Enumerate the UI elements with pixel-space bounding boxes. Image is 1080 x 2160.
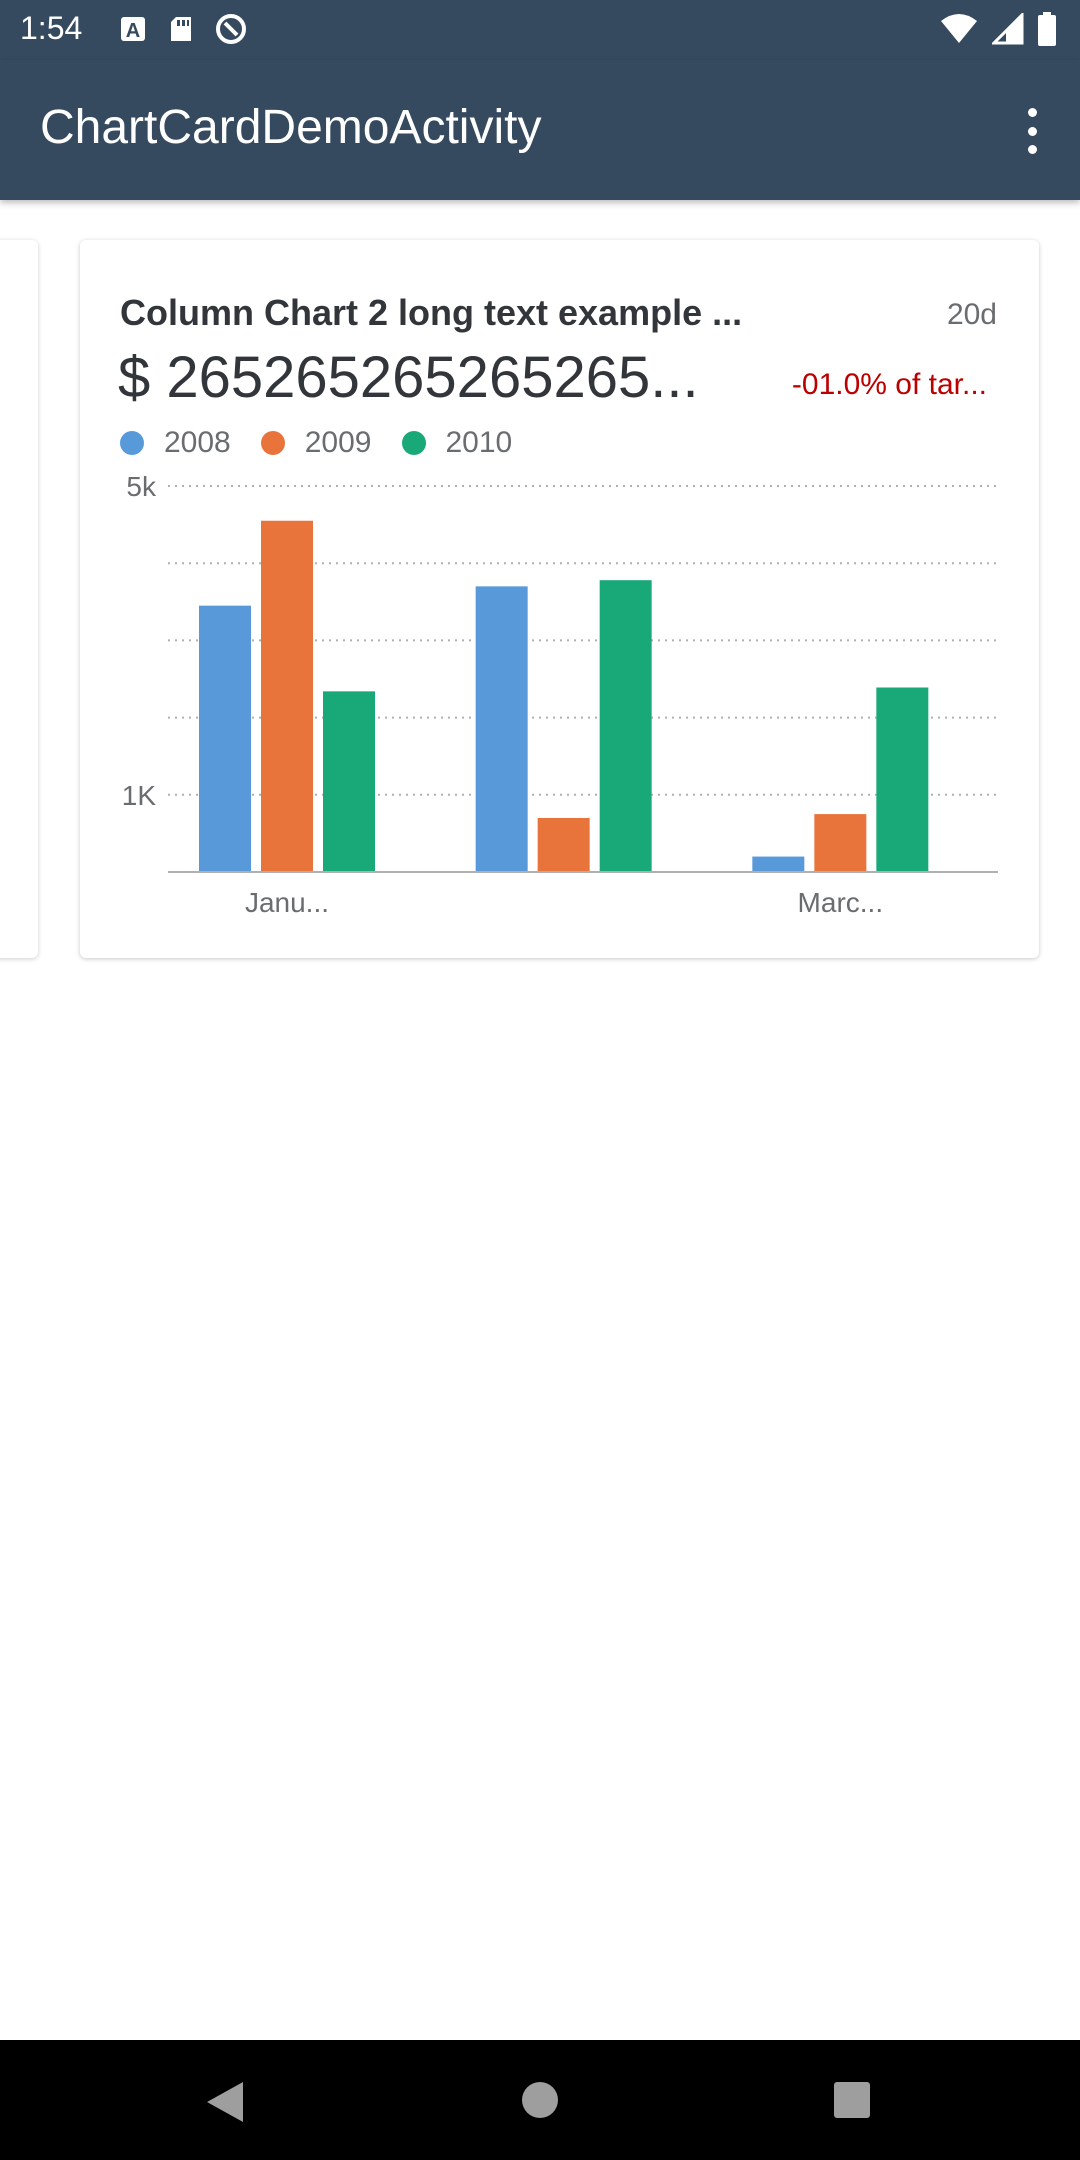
app-title: ChartCardDemoActivity [40, 101, 542, 154]
bar-2010 [599, 580, 652, 872]
bar-2009 [261, 520, 313, 872]
card-title: Column Chart 2 long text example ... [120, 292, 743, 333]
app-bar: ChartCardDemoActivity [0, 60, 1080, 200]
legend-dot [120, 431, 144, 455]
more-vert-icon[interactable] [1020, 108, 1044, 154]
nav-bar [0, 2040, 1080, 2160]
sync-icon [216, 14, 246, 44]
legend-item: 2009 [260, 426, 372, 460]
bar-2008 [199, 605, 251, 872]
previous-card[interactable] [0, 240, 38, 958]
bar-2009 [814, 814, 867, 872]
bar-2008 [475, 586, 528, 872]
legend-label: 2008 [164, 426, 231, 459]
legend-dot [401, 431, 426, 455]
bar-2010 [323, 691, 375, 872]
legend-label: 2009 [304, 426, 372, 459]
svg-text:A: A [126, 20, 140, 42]
legend-label: 2010 [445, 426, 513, 459]
chart-card[interactable]: Column Chart 2 long text example ... 20d… [80, 240, 1039, 958]
legend-item: 2010 [401, 426, 513, 460]
card-delta: -01.0% of tar... [791, 368, 987, 401]
y-tick-label: 1K [122, 780, 157, 811]
x-tick-label: Marc... [798, 887, 884, 918]
back-triangle-icon[interactable] [205, 2082, 245, 2122]
wifi-icon [941, 14, 977, 43]
card-age: 20d [946, 298, 997, 331]
bar-2009 [537, 817, 590, 872]
a-letter-icon: A [121, 17, 145, 42]
legend-dot [260, 431, 285, 455]
home-circle-icon[interactable] [522, 2082, 558, 2118]
status-time: 1:54 [20, 10, 83, 46]
battery-icon [1038, 12, 1056, 46]
signal-icon [992, 13, 1024, 45]
recents-square-icon[interactable] [834, 2082, 870, 2118]
x-tick-label: Janu... [245, 887, 329, 918]
card-value: $ 265265265265265... [118, 345, 699, 410]
bar-2010 [876, 687, 929, 872]
sd-card-icon [171, 17, 191, 41]
bar-2008 [752, 856, 805, 872]
column-chart: 5k 1K Janu... Marc... [122, 471, 998, 918]
y-tick-label: 5k [126, 471, 157, 502]
chart-legend: 2008 2009 2010 [120, 426, 512, 460]
legend-item: 2008 [120, 426, 231, 460]
status-bar: 1:54 A [0, 0, 1080, 60]
